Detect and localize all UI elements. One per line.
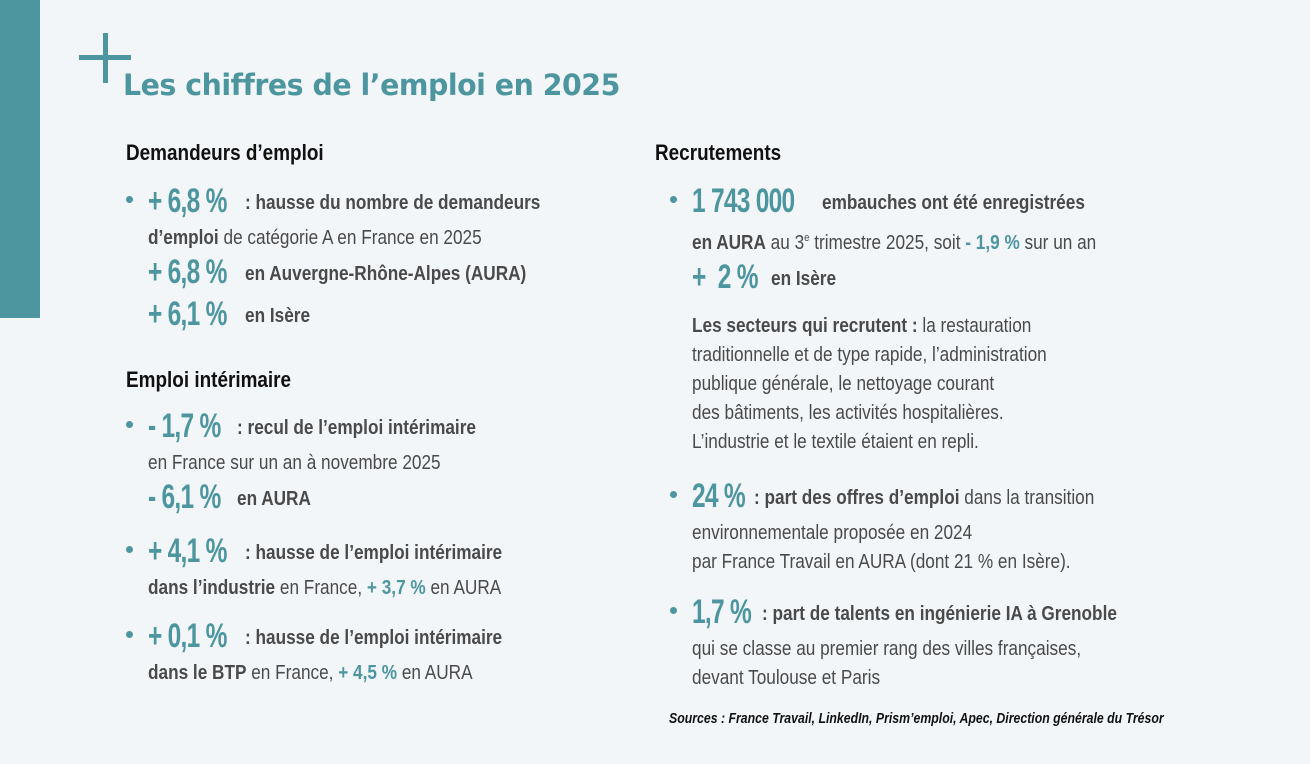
bullet-icon xyxy=(670,491,677,498)
section-title-interim: Emploi intérimaire xyxy=(126,367,292,392)
stat-talents-ia: 1,7 % : part de talents en ingénierie IA… xyxy=(670,593,1215,693)
stat-embauches: 1 743 000 embauches ont été enregistrées… xyxy=(670,182,1215,300)
bullet-icon xyxy=(126,196,133,203)
stat-demandeurs-isere: + 6,1 % en Isère xyxy=(148,295,311,333)
bullet-icon xyxy=(670,196,677,203)
right-column: Recrutements 1 743 000 embauches ont été… xyxy=(655,140,1215,693)
bullet-icon xyxy=(126,631,133,638)
stat-offres-transition: 24 % : part des offres d’emploi dans la … xyxy=(670,477,1215,577)
stat-interim-aura: - 6,1 % en AURA xyxy=(148,478,311,516)
section-title-demandeurs: Demandeurs d’emploi xyxy=(126,140,324,165)
decorative-side-bar xyxy=(0,0,40,318)
stat-demandeurs-aura: + 6,8 % en Auvergne-Rhône-Alpes (AURA) xyxy=(148,253,527,291)
sectors-paragraph: Les secteurs qui recrutent : la restaura… xyxy=(692,315,1047,453)
sources-note: Sources : France Travail, LinkedIn, Pris… xyxy=(669,710,1164,727)
bullet-icon xyxy=(126,546,133,553)
left-column: Demandeurs d’emploi + 6,8 % : hausse du … xyxy=(126,140,606,688)
section-title-recrutements: Recrutements xyxy=(655,140,782,165)
page-title: Les chiffres de l’emploi en 2025 xyxy=(123,68,620,102)
plus-icon xyxy=(79,33,131,83)
stat-embauches-isere: + 2 % en Isère xyxy=(692,258,837,296)
stat-demandeurs-france: + 6,8 % : hausse du nombre de demandeurs… xyxy=(126,182,606,337)
stat-interim-btp: + 0,1 % : hausse de l’emploi intérimaire… xyxy=(126,617,606,688)
bullet-icon xyxy=(126,421,133,428)
stat-interim-industrie: + 4,1 % : hausse de l’emploi intérimaire… xyxy=(126,532,606,603)
bullet-icon xyxy=(670,607,677,614)
stat-interim-france: - 1,7 % : recul de l’emploi intérimaire … xyxy=(126,407,606,520)
